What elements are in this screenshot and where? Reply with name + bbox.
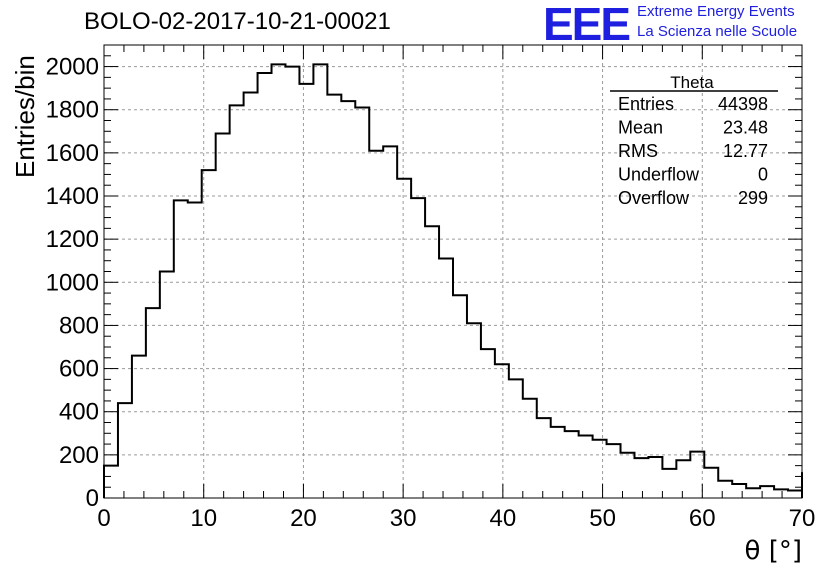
histogram-bin (285, 67, 299, 498)
stats-box: Theta Entries 44398 Mean 23.48 RMS 12.77 Underf… (610, 73, 778, 208)
histogram-series (103, 63, 803, 499)
histogram-bin (453, 295, 467, 498)
x-tick-label: 20 (290, 505, 317, 532)
stats-label: Mean (618, 118, 663, 138)
stats-value: 44398 (718, 94, 768, 114)
x-axis-label: θ [°] (745, 536, 802, 566)
y-tick-label: 1600 (46, 140, 99, 167)
histogram-bin (202, 170, 216, 498)
histogram-bin (397, 179, 411, 498)
histogram-bin (732, 484, 746, 498)
histogram-bin (788, 490, 802, 498)
y-tick-label: 1200 (46, 226, 99, 253)
histogram-bin (648, 457, 662, 498)
histogram-bin (425, 226, 439, 498)
histogram-bin (244, 92, 258, 498)
x-tick-label: 60 (689, 505, 716, 532)
y-tick-label: 1000 (46, 269, 99, 296)
histogram-bin (104, 466, 118, 498)
histogram-bin (676, 460, 690, 498)
histogram-bin (565, 431, 579, 498)
eee-logo: EEE (543, 0, 631, 50)
y-axis-label: Entries/bin (10, 55, 40, 178)
stats-label: RMS (618, 141, 658, 161)
histogram-bin (593, 440, 607, 498)
histogram-bin (369, 151, 383, 498)
histogram-bin (327, 95, 341, 498)
histogram-bin (495, 364, 509, 498)
histogram-bin (355, 108, 369, 498)
histogram-bin (216, 133, 230, 498)
histogram-bin (718, 481, 732, 498)
histogram-bin (188, 202, 202, 498)
stats-value: 299 (738, 188, 768, 208)
y-tick-label: 200 (59, 442, 99, 469)
histogram-bin (537, 418, 551, 498)
x-tick-label: 0 (97, 505, 110, 532)
y-tick-label: 800 (59, 312, 99, 339)
histogram-bin (383, 146, 397, 498)
page-title: BOLO-02-2017-10-21-00021 (84, 8, 391, 35)
histogram-bin (411, 198, 425, 498)
histogram-bin (146, 308, 160, 498)
histogram-bin (579, 435, 593, 498)
stats-value: 23.48 (723, 118, 768, 138)
axes: 0 10 20 30 40 50 60 70 0 200 400 600 800 1000 1200 1400… (46, 44, 816, 532)
histogram-bin (174, 200, 188, 498)
histogram-bin (272, 64, 286, 498)
x-tick-label: 50 (589, 505, 616, 532)
stats-title: Theta (670, 73, 714, 92)
histogram-bin (607, 444, 621, 498)
x-tick-label: 70 (789, 505, 816, 532)
histogram-bin (132, 356, 146, 498)
x-tick-label: 10 (190, 505, 217, 532)
histogram-line (103, 63, 803, 498)
logo-line-2: La Scienza nelle Scuole (637, 23, 798, 40)
histogram-bin (551, 427, 565, 498)
stats-label: Overflow (618, 188, 690, 208)
histogram-bin (746, 488, 760, 498)
histogram-bin (160, 272, 174, 499)
y-tick-label: 2000 (46, 54, 99, 81)
y-tick-label: 400 (59, 399, 99, 426)
y-tick-label: 1400 (46, 183, 99, 210)
histogram-bin (118, 403, 132, 498)
histogram-bin (313, 64, 327, 498)
histogram-bin (467, 323, 481, 498)
histogram-bin (481, 349, 495, 498)
stats-value: 12.77 (723, 141, 768, 161)
x-tick-label: 40 (490, 505, 517, 532)
histogram-bin (509, 379, 523, 498)
stats-value: 0 (758, 165, 768, 185)
histogram-bin (634, 458, 648, 498)
histogram-bin (299, 84, 313, 498)
histogram-bin (258, 73, 272, 498)
histogram-bin (774, 489, 788, 498)
y-tick-label: 1800 (46, 97, 99, 124)
stats-label: Entries (618, 94, 674, 114)
logo-caption: Extreme Energy Events La Scienza nelle S… (637, 2, 797, 42)
y-tick-label: 600 (59, 356, 99, 383)
stats-label: Underflow (618, 165, 700, 185)
x-tick-label: 30 (390, 505, 417, 532)
histogram-bin (704, 468, 718, 498)
histogram-bin (523, 399, 537, 498)
histogram-bin (230, 105, 244, 498)
logo-line-1: Extreme Energy Events (637, 3, 795, 20)
histogram-bin (341, 101, 355, 498)
histogram-bin (662, 469, 676, 498)
histogram-bin (439, 259, 453, 498)
y-tick-label: 0 (86, 485, 99, 512)
